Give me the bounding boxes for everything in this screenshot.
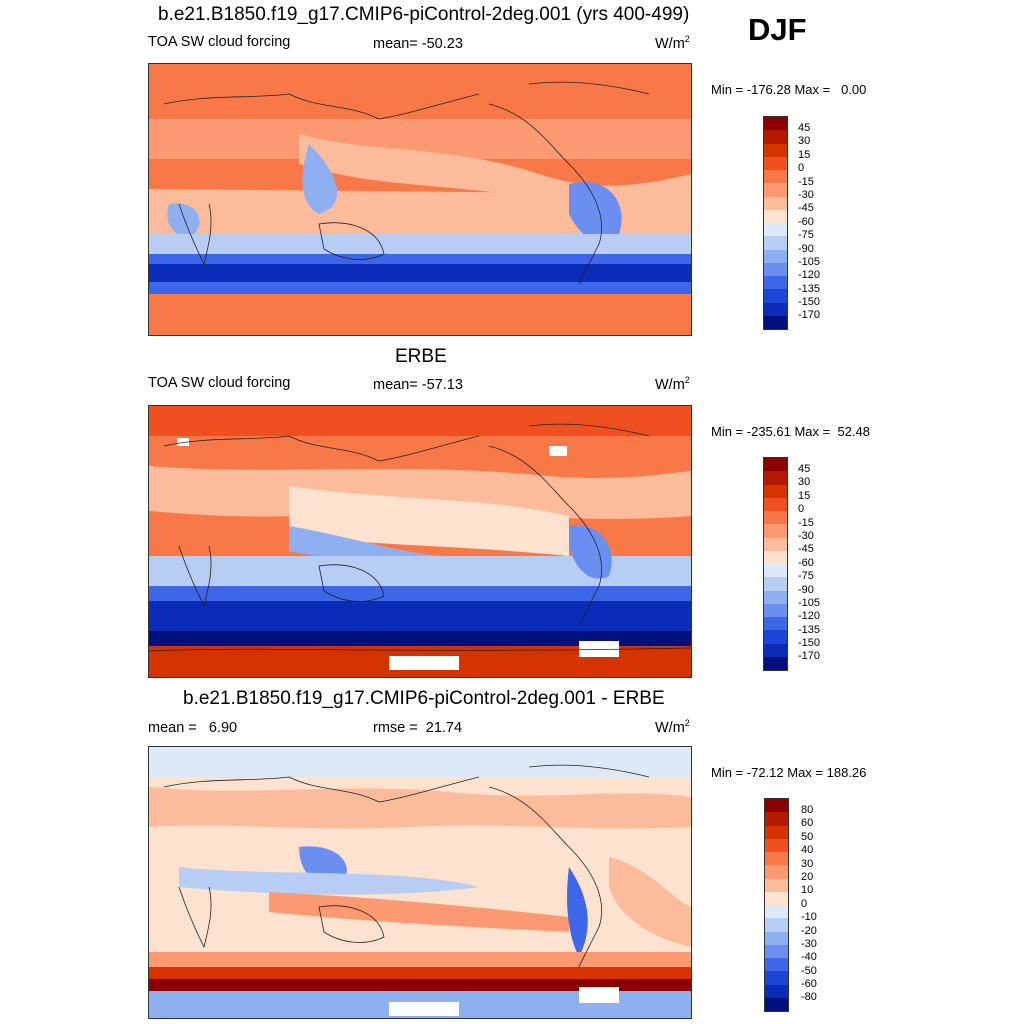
map-field [149,64,691,335]
tick-label: 15 [798,148,811,161]
tick-label: 40 [801,844,814,857]
panel-title: b.e21.B1850.f19_g17.CMIP6-piControl-2deg… [183,688,665,709]
tick-label: -135 [798,623,821,636]
tick-label: 80 [801,804,814,816]
tick-label: 30 [798,476,811,489]
tick-label: -30 [798,188,814,201]
tick-label: -15 [798,516,814,529]
colorbar-ticks: 45 30 15 0 -15 -30 -45 -60 -75 -90 -105 … [798,122,820,323]
tick-label: -105 [798,596,821,609]
tick-label: -150 [798,296,821,309]
mean-label: mean = 6.90 [148,720,238,736]
tick-label: 45 [798,122,811,134]
units-label: W/m2 [655,718,690,736]
units-label: W/m2 [655,34,690,52]
panel-title: ERBE [395,346,447,367]
tick-label: -150 [798,637,821,650]
global-map [148,405,692,678]
mean-label: mean= -50.23 [373,36,463,52]
tick-label: 20 [801,870,814,883]
tick-label: 0 [798,503,805,516]
season-label: DJF [748,12,807,47]
colorbar [764,798,789,1012]
tick-label: -60 [801,978,817,991]
tick-label: -75 [798,570,814,583]
min-max-label: Min = -235.61 Max = 52.48 [711,424,870,439]
colorbar-ticks: 80 60 50 40 30 20 10 0 -10 -20 -30 -40 -… [801,804,817,1005]
units-label: W/m2 [655,375,690,393]
tick-label: -75 [798,229,814,242]
tick-label: 10 [801,884,814,897]
map-field [149,406,691,677]
min-max-label: Min = -176.28 Max = 0.00 [711,82,867,97]
tick-label: 0 [798,162,805,175]
colorbar [763,116,788,330]
tick-label: -90 [798,583,814,596]
variable-label: TOA SW cloud forcing [148,375,291,391]
colorbar-ticks: 45 30 15 0 -15 -30 -45 -60 -75 -90 -105 … [798,463,820,664]
tick-label: -50 [801,964,817,977]
tick-label: 15 [798,489,811,502]
tick-label: -15 [798,175,814,188]
global-map [148,746,692,1019]
tick-label: 0 [801,897,808,910]
tick-label: -10 [801,911,817,924]
variable-label: TOA SW cloud forcing [148,34,291,50]
tick-label: -90 [798,242,814,255]
tick-label: -60 [798,556,814,569]
tick-label: -30 [801,937,817,950]
panel-title: b.e21.B1850.f19_g17.CMIP6-piControl-2deg… [158,4,690,25]
tick-label: -170 [798,650,821,663]
tick-label: -30 [798,529,814,542]
tick-label: -20 [801,924,817,937]
tick-label: -45 [798,202,814,215]
tick-label: -105 [798,255,821,268]
rmse-label: rmse = 21.74 [373,720,463,736]
tick-label: -60 [798,215,814,228]
tick-label: 60 [801,817,814,830]
tick-label: -40 [801,951,817,964]
global-map [148,63,692,336]
tick-label: -120 [798,269,821,282]
tick-label: -170 [798,309,821,322]
tick-label: 50 [801,830,814,843]
map-field [149,747,691,1018]
tick-label: -135 [798,282,821,295]
colorbar [763,457,788,671]
tick-label: 45 [798,463,811,475]
mean-label: mean= -57.13 [373,377,463,393]
min-max-label: Min = -72.12 Max = 188.26 [711,765,867,780]
tick-label: -80 [801,991,817,1004]
tick-label: 30 [798,135,811,148]
tick-label: -45 [798,543,814,556]
tick-label: -120 [798,610,821,623]
tick-label: 30 [801,857,814,870]
